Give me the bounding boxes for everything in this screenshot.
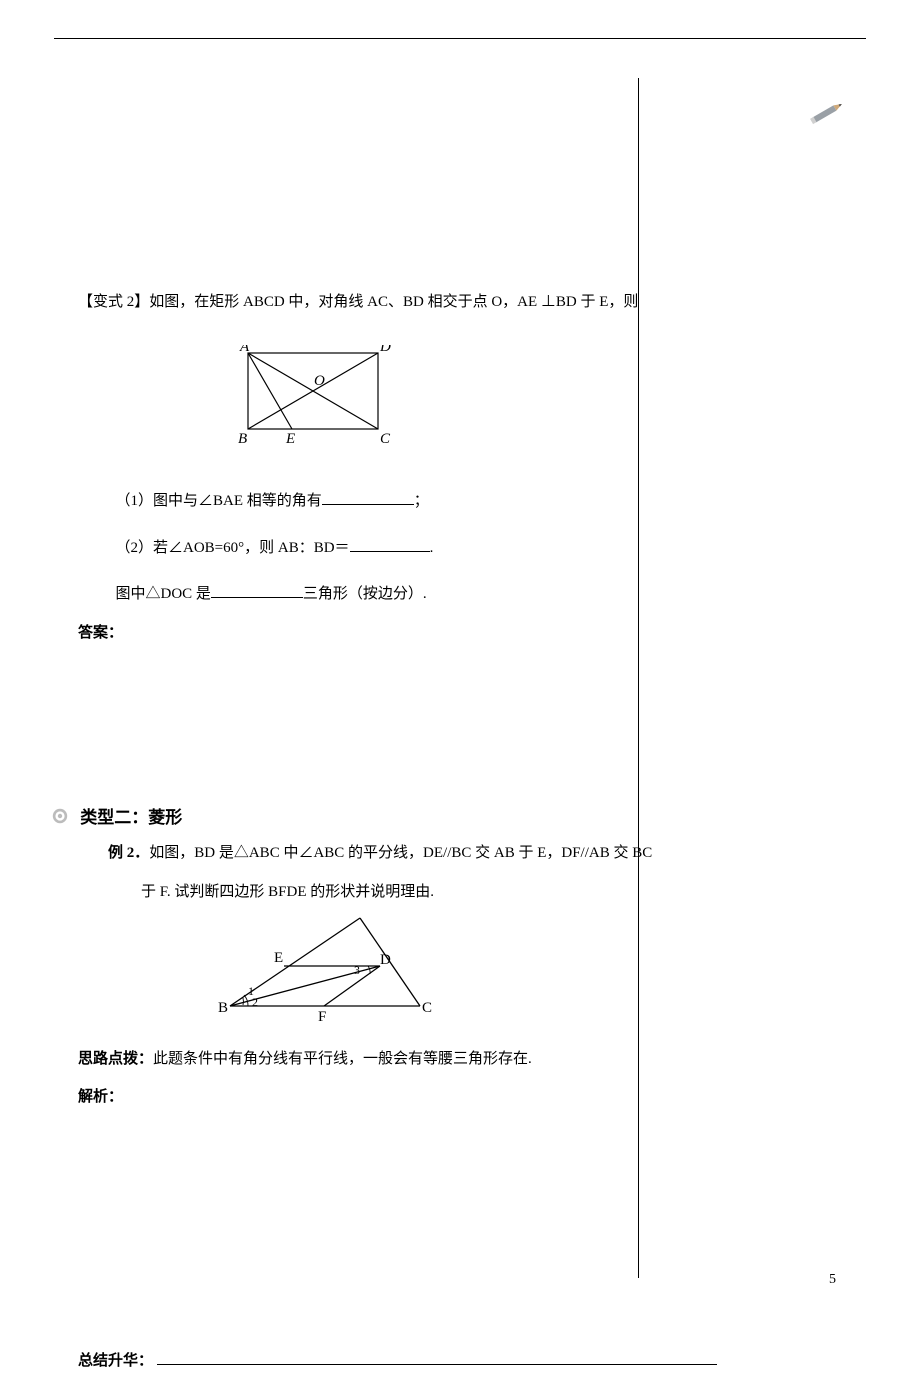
fig1-label-d: D <box>379 345 391 355</box>
question-1: （1）图中与∠BAE 相等的角有 ； <box>78 487 798 516</box>
q3-prefix: 图中△DOC 是 <box>116 586 211 602</box>
q2-prefix: （2）若∠AOB=60°，则 AB：BD＝ <box>116 540 350 556</box>
fig1-label-a: A <box>239 345 250 355</box>
figure-rectangle-abcd: A D B C O E <box>188 345 448 460</box>
example-2-line2: 于 F. 试判断四边形 BFDE 的形状并说明理由. <box>78 878 798 907</box>
blank-q1 <box>322 490 414 505</box>
fig1-label-b: B <box>238 431 247 447</box>
answer-label: 答案： <box>78 619 798 648</box>
hint-label: 思路点拨： <box>78 1051 153 1067</box>
fig2-label-e: E <box>274 950 283 966</box>
analysis-label: 解析： <box>78 1083 798 1112</box>
example-2-line1: 例 2．如图，BD 是△ABC 中∠ABC 的平分线，DE//BC 交 AB 于… <box>78 839 798 868</box>
section-heading-row: 类型二：菱形 <box>78 802 798 835</box>
question-2: （2）若∠AOB=60°，则 AB：BD＝. <box>78 534 798 563</box>
top-rule <box>54 38 866 39</box>
blank-summary <box>157 1350 717 1365</box>
variant-2-intro: 【变式 2】如图，在矩形 ABCD 中，对角线 AC、BD 相交于点 O，AE … <box>78 288 798 317</box>
q1-suffix: ； <box>414 493 429 509</box>
summary-label: 总结升华： <box>78 1353 153 1369</box>
fig1-label-c: C <box>380 431 391 447</box>
fig2-label-a: A <box>357 916 368 919</box>
question-3: 图中△DOC 是 三角形（按边分）. <box>78 580 798 609</box>
fig2-label-b: B <box>218 1000 228 1016</box>
target-bullet-icon <box>52 803 68 835</box>
content-area: 【变式 2】如图，在矩形 ABCD 中，对角线 AC、BD 相交于点 O，AE … <box>78 78 798 1385</box>
fig2-angle-2: 2 <box>252 995 258 1009</box>
q3-suffix: 三角形（按边分）. <box>303 586 427 602</box>
blank-q2 <box>350 537 430 552</box>
blank-q3 <box>211 583 303 598</box>
fig2-label-c: C <box>422 1000 432 1016</box>
section-heading: 类型二：菱形 <box>80 808 182 827</box>
fig1-label-e: E <box>285 431 295 447</box>
fig2-label-f: F <box>318 1009 326 1025</box>
page-number: 5 <box>829 1267 836 1294</box>
hint-text: 此题条件中有角分线有平行线，一般会有等腰三角形存在. <box>153 1051 532 1067</box>
fig2-label-d: D <box>380 952 391 968</box>
q2-suffix: . <box>430 540 434 556</box>
example-line1: 如图，BD 是△ABC 中∠ABC 的平分线，DE//BC 交 AB 于 E，D… <box>149 845 652 861</box>
variant-2-block: 【变式 2】如图，在矩形 ABCD 中，对角线 AC、BD 相交于点 O，AE … <box>78 288 798 647</box>
hint-line: 思路点拨：此题条件中有角分线有平行线，一般会有等腰三角形存在. <box>78 1045 798 1074</box>
page: 【变式 2】如图，在矩形 ABCD 中，对角线 AC、BD 相交于点 O，AE … <box>0 0 920 1302</box>
fig2-angle-3: 3 <box>354 963 360 977</box>
figure-triangle-abc: A B C D E F 1 2 3 <box>198 916 458 1037</box>
example-label: 例 2． <box>108 845 149 861</box>
summary-line: 总结升华： <box>78 1347 798 1376</box>
q1-prefix: （1）图中与∠BAE 相等的角有 <box>116 493 322 509</box>
fig1-label-o: O <box>314 373 325 389</box>
section-type-2: 类型二：菱形 例 2．如图，BD 是△ABC 中∠ABC 的平分线，DE//BC… <box>78 802 798 1375</box>
pencil-icon <box>806 98 850 137</box>
